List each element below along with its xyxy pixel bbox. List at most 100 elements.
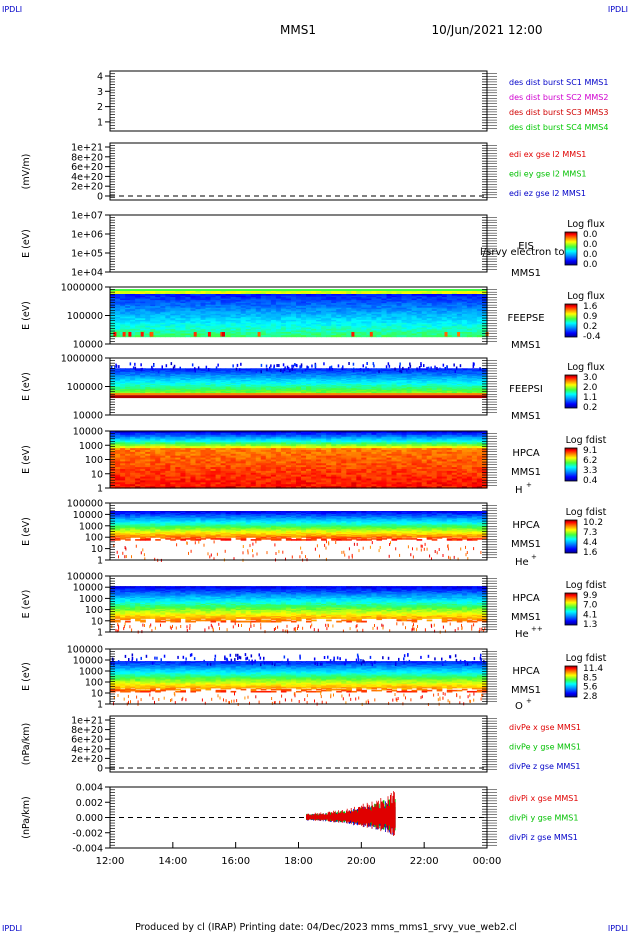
spectrogram-cell (135, 325, 141, 328)
spectrogram-cell (190, 316, 196, 319)
spectrogram-cell (482, 373, 488, 375)
spectrogram-cell (225, 295, 232, 298)
spectrogram-cell (336, 307, 342, 310)
spectrogram-cell (476, 292, 483, 295)
corner-label-bottom-left: IPDLI (2, 924, 22, 933)
spectrogram-cell (140, 309, 146, 312)
spectrogram-cell (185, 332, 191, 335)
spectrogram-cell (265, 291, 272, 294)
spectrogram-cell (371, 325, 377, 328)
spectrogram-cell (220, 376, 227, 378)
spectrogram-cell (115, 292, 121, 295)
spectrogram-cell (225, 312, 232, 315)
spectrogram-cell (411, 291, 418, 294)
spectrogram-cell (306, 374, 312, 377)
spectrogram-speck (306, 365, 308, 369)
spectrogram-cell (110, 315, 116, 318)
spectrogram-cell (220, 316, 227, 319)
spectrogram-cell (426, 327, 433, 330)
spectrogram-cell (476, 303, 483, 306)
spectrogram-cell (245, 335, 252, 338)
spectrogram-cell (401, 318, 408, 321)
spectrogram-cell (205, 306, 212, 309)
spectrogram-cell (461, 330, 468, 333)
spectrogram-cell (170, 316, 176, 319)
spectrogram-cell (145, 378, 151, 380)
spectrogram-cell (426, 291, 433, 294)
spectrogram-cell (361, 321, 367, 324)
spectrogram-cell (190, 375, 196, 378)
spectrogram-cell (175, 292, 181, 295)
spectrogram-cell (170, 322, 176, 325)
spectrogram-cell (235, 376, 242, 378)
spectrogram-cell (476, 335, 483, 338)
spectrogram-cell (396, 374, 403, 377)
spectrogram-cell (165, 369, 171, 371)
spectrogram-cell (130, 298, 136, 301)
spectrogram-cell (225, 318, 232, 321)
spectrogram-cell (341, 377, 347, 379)
spectrogram-cell (336, 325, 342, 328)
spectrogram-cell (235, 330, 242, 333)
spectrogram-cell (381, 333, 387, 336)
spectrogram-cell (401, 322, 408, 325)
spectrogram-cell (140, 306, 146, 309)
spectrogram-cell (471, 375, 478, 378)
spectrogram-cell (280, 324, 287, 327)
spectrogram-cell (140, 291, 146, 294)
spectrogram-cell (175, 315, 181, 318)
spectrogram-cell (180, 312, 186, 315)
spectrogram-cell (316, 309, 322, 312)
spectrogram-cell (451, 373, 458, 375)
spectrogram-cell (215, 332, 222, 335)
spectrogram-cell (301, 330, 307, 333)
spectrogram-cell (441, 313, 448, 316)
spectrogram-cell (275, 374, 282, 376)
spectrogram-cell (255, 300, 262, 303)
spectrogram-spark (140, 332, 144, 337)
spectrogram-cell (265, 292, 272, 295)
spectrogram-cell (215, 375, 222, 378)
spectrogram-cell (150, 371, 156, 373)
spectrogram-cell (431, 316, 438, 319)
spectrogram-cell (301, 300, 307, 303)
spectrogram-cell (296, 300, 302, 303)
y-tick-label: 4 (97, 72, 103, 83)
spectrogram-cell (341, 369, 347, 371)
spectrogram-cell (331, 374, 337, 376)
legend-entry: des dist burst SC4 MMS4 (509, 123, 608, 132)
spectrogram-cell (275, 335, 282, 338)
spectrogram-speck (238, 368, 241, 372)
spectrogram-cell (436, 319, 443, 322)
spectrogram-cell (180, 309, 186, 312)
spectrogram-cell (391, 373, 398, 375)
spectrogram-cell (150, 376, 156, 378)
spectrogram-cell (411, 319, 418, 322)
spectrogram-cell (386, 301, 393, 304)
spectrogram-cell (371, 374, 377, 376)
spectrogram-cell (336, 374, 342, 376)
spectrogram-cell (381, 298, 387, 301)
spectrogram-cell (135, 379, 141, 381)
spectrogram-speck (255, 370, 258, 373)
spectrogram-cell (120, 306, 126, 309)
spectrogram-cell (270, 371, 277, 373)
spectrogram-cell (115, 324, 121, 327)
spectrogram-cell (120, 378, 126, 380)
spectrogram-cell (291, 369, 297, 372)
spectrogram-cell (140, 322, 146, 325)
spectrogram-cell (341, 374, 347, 377)
spectrogram-cell (125, 306, 131, 309)
spectrogram-cell (200, 304, 207, 307)
spectrogram-cell (451, 306, 458, 309)
spectrogram-cell (125, 373, 131, 375)
spectrogram-cell (401, 373, 408, 375)
spectrogram-cell (155, 325, 161, 328)
spectrogram-cell (371, 377, 377, 379)
spectrogram-cell (436, 295, 443, 298)
spectrogram-cell (311, 321, 317, 324)
spectrogram-cell (336, 369, 342, 372)
spectrogram-cell (145, 294, 151, 297)
spectrogram-speck (134, 366, 137, 370)
spectrogram-cell (195, 374, 202, 377)
